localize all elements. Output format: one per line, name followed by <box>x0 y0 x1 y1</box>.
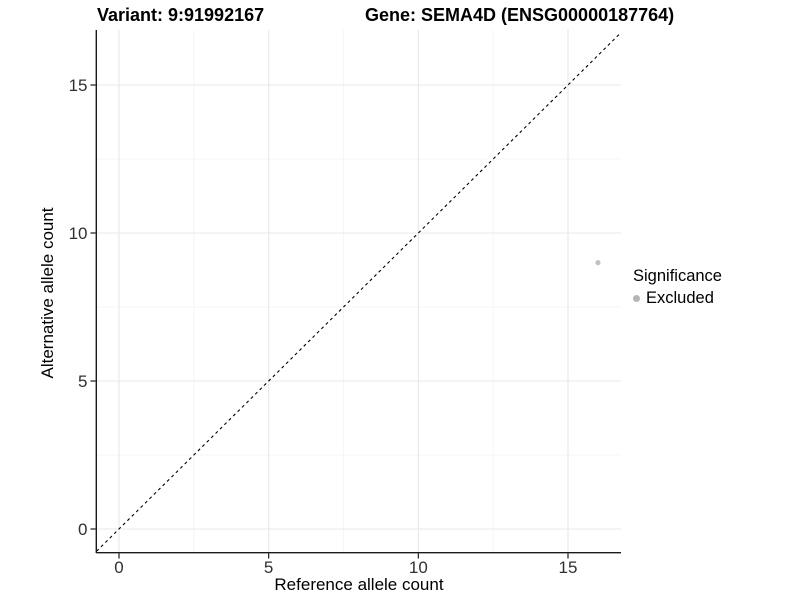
gene-title: Gene: SEMA4D (ENSG00000187764) <box>365 5 675 25</box>
legend-item-label: Excluded <box>646 289 714 307</box>
legend: Significance Excluded <box>633 266 722 307</box>
x-axis-title: Reference allele count <box>274 575 443 594</box>
identity-line <box>96 32 621 552</box>
x-tick-label: 10 <box>409 558 428 577</box>
x-tick-label: 15 <box>559 558 578 577</box>
y-tick-label: 5 <box>78 372 87 391</box>
y-axis-title: Alternative allele count <box>38 207 57 378</box>
data-point-excluded <box>595 260 601 266</box>
legend-title: Significance <box>633 267 722 285</box>
x-tick-label: 0 <box>114 558 123 577</box>
plot-panel: 0 5 10 15 0 5 10 15 Reference allele count Altern… <box>38 30 621 594</box>
y-tick-label: 15 <box>69 76 88 95</box>
y-tick-label: 10 <box>69 224 88 243</box>
plot-canvas: 0 5 10 15 0 5 10 15 Reference allele count Altern… <box>38 30 621 594</box>
y-tick-label: 0 <box>78 520 87 539</box>
variant-title: Variant: 9:91992167 <box>97 5 265 25</box>
legend-item-excluded: Excluded <box>633 289 722 307</box>
excluded-point-icon <box>633 294 640 302</box>
x-tick-label: 5 <box>264 558 273 577</box>
